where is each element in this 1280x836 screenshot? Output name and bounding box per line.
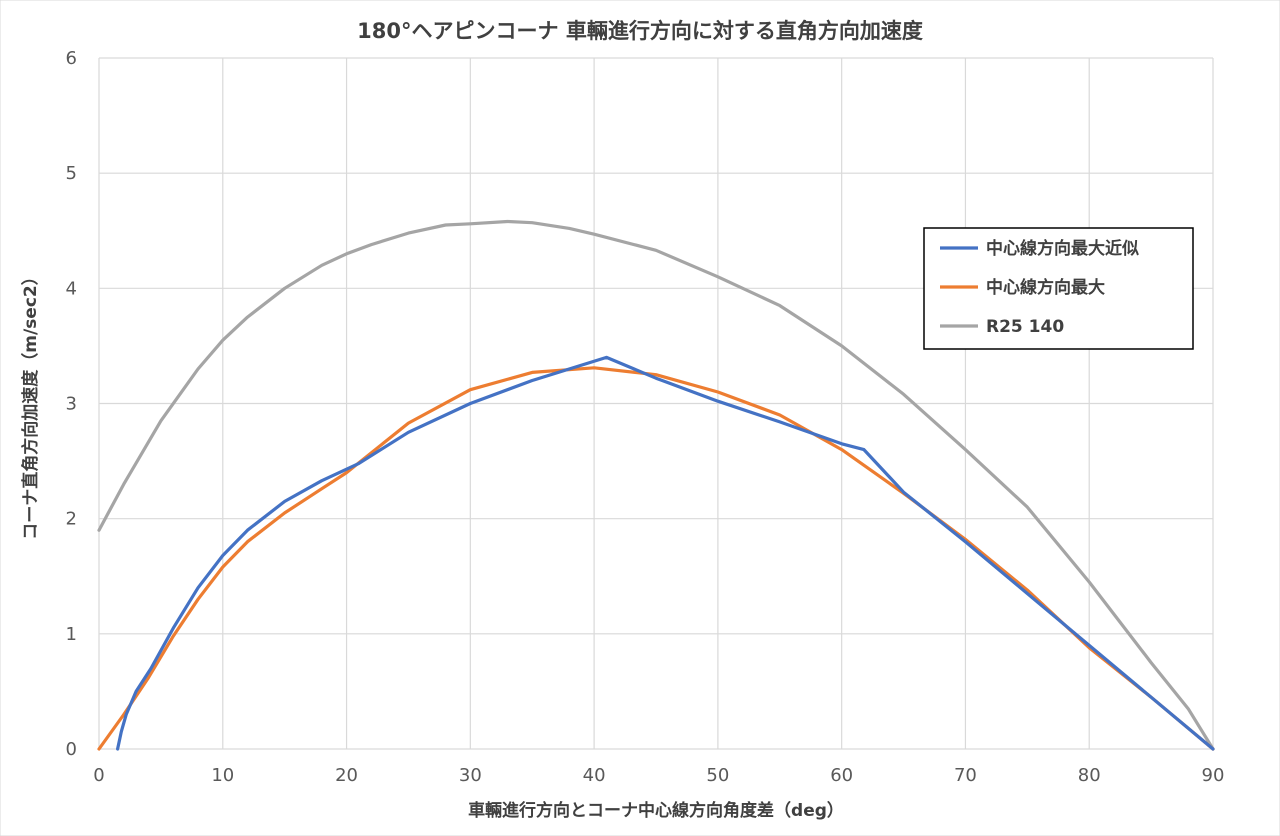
- x-tick-label: 60: [830, 765, 853, 786]
- x-tick-label: 90: [1202, 765, 1225, 786]
- y-axis-title: コーナ直角方向加速度（m/sec2）: [20, 268, 41, 539]
- x-tick-label: 40: [583, 765, 606, 786]
- y-tick-label: 5: [66, 163, 77, 184]
- x-tick-label: 20: [335, 765, 358, 786]
- grid: [98, 57, 1214, 750]
- y-tick-label: 2: [66, 509, 77, 530]
- x-tick-label: 70: [954, 765, 977, 786]
- y-tick-label: 4: [66, 278, 77, 299]
- x-tick-label: 10: [211, 765, 234, 786]
- x-axis-ticks: 0 10 20 30 40 50 60 70 80 90: [93, 765, 1224, 786]
- y-tick-label: 6: [66, 48, 77, 69]
- y-axis-ticks: 0 1 2 3 4 5 6: [66, 48, 77, 760]
- chart-title: 180°ヘアピンコーナ 車輛進行方向に対する直角方向加速度: [357, 19, 923, 43]
- y-tick-label: 1: [66, 624, 77, 645]
- legend-label-0: 中心線方向最大近似: [986, 238, 1139, 259]
- x-tick-label: 30: [459, 765, 482, 786]
- series-layer: [97, 219, 1215, 751]
- x-tick-label: 0: [93, 765, 104, 786]
- series-line-2: [97, 219, 1215, 751]
- x-axis-title: 車輛進行方向とコーナ中心線方向角度差（deg）: [468, 800, 844, 821]
- legend-label-2: R25 140: [986, 317, 1064, 337]
- y-tick-label: 3: [66, 394, 77, 415]
- series-line-0: [116, 355, 1215, 751]
- x-tick-label: 50: [706, 765, 729, 786]
- series-line-1: [97, 366, 1215, 751]
- x-tick-label: 80: [1078, 765, 1101, 786]
- y-tick-label: 0: [66, 739, 77, 760]
- legend-label-1: 中心線方向最大: [986, 277, 1105, 298]
